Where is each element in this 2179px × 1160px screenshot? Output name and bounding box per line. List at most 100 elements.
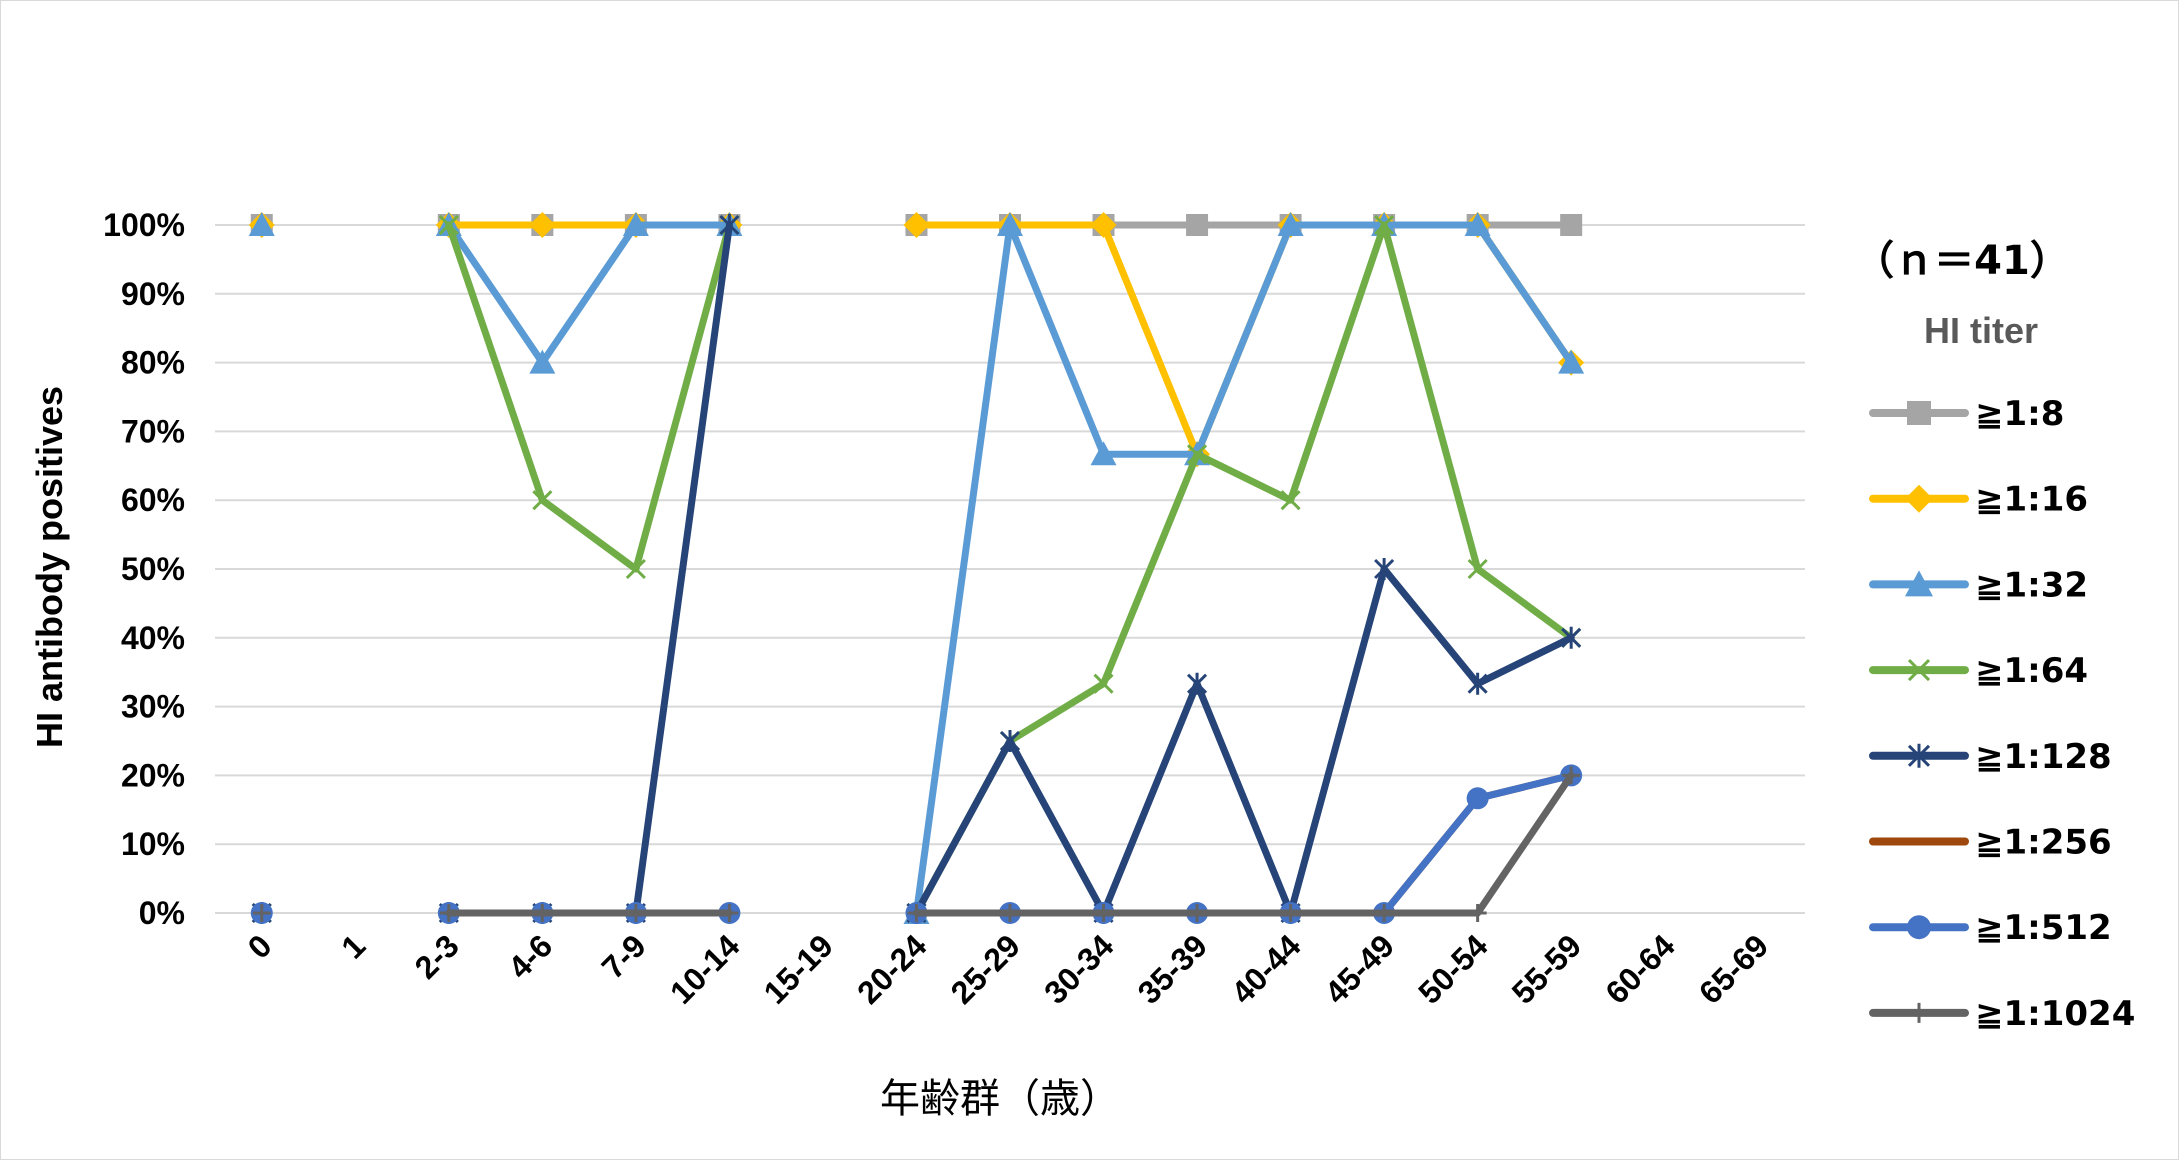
y-tick-label: 70% xyxy=(121,413,185,449)
x-axis-title: 年齢群（歳） xyxy=(880,1076,1120,1122)
legend-entry: ≧1:32 xyxy=(1869,565,2088,605)
marker-diamond xyxy=(529,212,556,238)
marker-plus xyxy=(626,904,645,922)
marker-triangle xyxy=(1558,349,1585,374)
legend-entry: ≧1:1024 xyxy=(1869,994,2135,1034)
y-tick-label: 20% xyxy=(121,757,185,793)
marker-x xyxy=(1093,673,1114,694)
marker-triangle xyxy=(1464,212,1491,236)
y-tick-label: 90% xyxy=(121,276,185,312)
marker-triangle xyxy=(1277,212,1304,236)
marker-asterisk xyxy=(1561,626,1582,649)
marker-triangle xyxy=(248,212,275,236)
legend-label: ≧1:64 xyxy=(1975,651,2088,691)
legend-entry: ≧1:128 xyxy=(1869,737,2112,777)
marker-square xyxy=(1186,214,1209,236)
y-tick-label: 40% xyxy=(121,620,185,656)
y-axis-title: HI antibody positives xyxy=(29,386,70,748)
series-≧1:16 xyxy=(248,212,1585,468)
y-tick-label: 30% xyxy=(121,689,185,725)
legend-entry: ≧1:64 xyxy=(1869,651,2088,691)
legend-label: ≧1:16 xyxy=(1975,480,2088,520)
series-line xyxy=(912,565,1575,917)
marker-diamond xyxy=(903,212,930,238)
x-tick-label: 50-54 xyxy=(1411,927,1494,1010)
x-tick-label: 2-3 xyxy=(408,927,466,985)
legend-title: HI titer xyxy=(1924,310,2038,351)
marker-plus xyxy=(1909,1002,1929,1023)
marker-asterisk xyxy=(1467,672,1488,695)
x-tick-label: 20-24 xyxy=(850,927,933,1010)
marker-square xyxy=(1907,401,1931,425)
series-≧1:64 xyxy=(251,214,1582,924)
marker-plus xyxy=(1001,904,1019,922)
x-tick-label: 25-29 xyxy=(944,927,1027,1010)
marker-x xyxy=(625,558,646,580)
marker-square xyxy=(1560,214,1583,236)
legend-entry: ≧1:16 xyxy=(1869,480,2088,520)
y-tick-label: 50% xyxy=(121,551,185,587)
series-line xyxy=(445,221,733,367)
marker-asterisk xyxy=(719,214,740,236)
y-tick-label: 0% xyxy=(139,895,185,931)
legend-label: ≧1:32 xyxy=(1975,565,2088,605)
series-line xyxy=(912,221,1575,917)
legend-label: ≧1:1024 xyxy=(1975,994,2135,1034)
marker-triangle xyxy=(1905,570,1933,597)
legend-label: ≧1:512 xyxy=(1975,908,2112,948)
x-tick-label: 15-19 xyxy=(757,927,840,1010)
legend-entry: ≧1:8 xyxy=(1869,394,2064,434)
legend-label: ≧1:256 xyxy=(1975,823,2112,863)
y-tick-label: 100% xyxy=(103,207,185,243)
legend-label: ≧1:8 xyxy=(1975,394,2064,434)
marker-diamond xyxy=(1905,484,1933,513)
marker-diamond xyxy=(1090,212,1117,238)
marker-x xyxy=(1374,214,1395,236)
x-tick-label: 1 xyxy=(334,927,372,965)
x-tick-labels: 0 1 2-3 4-6 7-9 10-14 15-19 20-24 25-29 30-34 35-3… xyxy=(241,927,1776,1010)
series-lines xyxy=(248,212,1585,924)
marker-plus xyxy=(1281,904,1300,922)
marker-plus xyxy=(1094,904,1113,922)
marker-x xyxy=(438,214,459,236)
marker-asterisk xyxy=(1186,672,1208,695)
series-line xyxy=(912,221,1575,917)
marker-plus xyxy=(439,904,458,922)
y-tick-label: 10% xyxy=(121,826,185,862)
x-tick-label: 30-34 xyxy=(1037,927,1120,1010)
legend-entry: ≧1:256 xyxy=(1869,823,2112,863)
x-tick-label: 0 xyxy=(241,927,279,965)
marker-plus xyxy=(720,904,739,922)
marker-plus xyxy=(1468,904,1487,922)
marker-triangle xyxy=(997,212,1023,236)
marker-x xyxy=(1907,659,1931,682)
marker-circle xyxy=(1466,787,1489,810)
marker-plus xyxy=(1562,766,1581,785)
x-tick-label: 40-44 xyxy=(1224,927,1307,1010)
marker-plus xyxy=(252,904,271,922)
x-tick-label: 65-69 xyxy=(1692,927,1775,1010)
marker-plus xyxy=(1188,904,1207,922)
marker-asterisk xyxy=(1907,743,1931,768)
x-tick-label: 35-39 xyxy=(1131,927,1214,1010)
marker-x xyxy=(1280,490,1301,511)
marker-triangle xyxy=(622,212,649,236)
x-tick-label: 4-6 xyxy=(501,927,559,985)
y-tick-label: 60% xyxy=(121,482,185,518)
x-tick-label: 7-9 xyxy=(595,927,653,985)
y-tick-labels: 0% 10% 20% 30% 40% 50% 60% 70% 80% 90% 100% xyxy=(103,207,185,931)
marker-x xyxy=(1467,558,1488,580)
marker-x xyxy=(1186,444,1208,465)
legend-label: ≧1:128 xyxy=(1975,737,2112,777)
series-line xyxy=(912,771,1575,917)
marker-asterisk xyxy=(999,730,1021,752)
legend-sample-size: （ｎ＝41） xyxy=(1854,238,2070,284)
gridlines xyxy=(215,224,1805,914)
marker-triangle xyxy=(1090,441,1117,466)
series-≧1:1024 xyxy=(252,766,1581,922)
marker-circle xyxy=(1907,915,1931,940)
marker-x xyxy=(532,490,553,511)
series-line xyxy=(445,221,733,573)
